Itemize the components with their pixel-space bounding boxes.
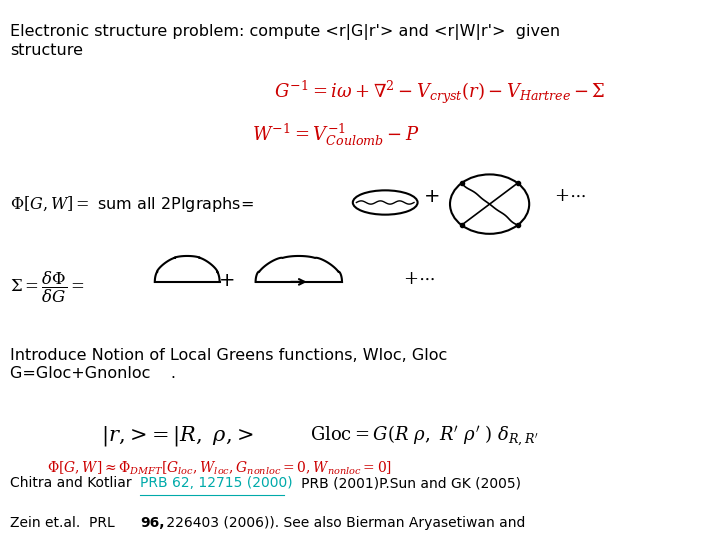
Text: $+\cdots$: $+\cdots$ [403,270,435,288]
Text: $|r,\!>\!=|R,\ \rho,\!>$: $|r,\!>\!=|R,\ \rho,\!>$ [101,424,253,448]
Text: $\Sigma = \dfrac{\delta\Phi}{\delta G} = $: $\Sigma = \dfrac{\delta\Phi}{\delta G} =… [10,270,85,305]
Text: Electronic structure problem: compute <r|G|r'> and <r|W|r'>  given
structure: Electronic structure problem: compute <r… [10,24,560,58]
Text: $+\cdots$: $+\cdots$ [554,187,586,205]
Text: $W^{-1} = V^{-1}_{Coulomb} - P$: $W^{-1} = V^{-1}_{Coulomb} - P$ [252,122,420,148]
Text: 226403 (2006)). See also Bierman Aryasetiwan and: 226403 (2006)). See also Bierman Aryaset… [162,516,526,530]
Text: $\mathrm{Gloc}=G(R\ \rho,\ R'\ \rho'\ )\ \delta_{R,R'}$: $\mathrm{Gloc}=G(R\ \rho,\ R'\ \rho'\ )\… [310,424,539,448]
Text: $G^{-1} = i\omega + \nabla^2 - V_{cryst}(r) - V_{Hartree} - \Sigma$: $G^{-1} = i\omega + \nabla^2 - V_{cryst}… [274,78,605,106]
Text: PRB 62, 12715 (2000): PRB 62, 12715 (2000) [140,476,293,490]
Text: +: + [424,186,440,206]
Text: $\Phi[G,W] \approx \Phi_{DMFT}[G_{loc}, W_{loc}, G_{nonloc}=0, W_{nonloc}=0]$: $\Phi[G,W] \approx \Phi_{DMFT}[G_{loc}, … [47,460,392,477]
Text: $\Phi[G,W] = $ sum all 2PIgraphs=: $\Phi[G,W] = $ sum all 2PIgraphs= [10,194,254,214]
Text: PRB (2001)P.Sun and GK (2005): PRB (2001)P.Sun and GK (2005) [288,476,521,490]
Text: +: + [219,271,235,291]
Text: 96,: 96, [140,516,165,530]
Text: Zein et.al.  PRL: Zein et.al. PRL [10,516,120,530]
Text: Introduce Notion of Local Greens functions, Wloc, Gloc
G=Gloc+Gnonloc    .: Introduce Notion of Local Greens functio… [10,348,447,381]
Text: Chitra and Kotliar: Chitra and Kotliar [10,476,140,490]
